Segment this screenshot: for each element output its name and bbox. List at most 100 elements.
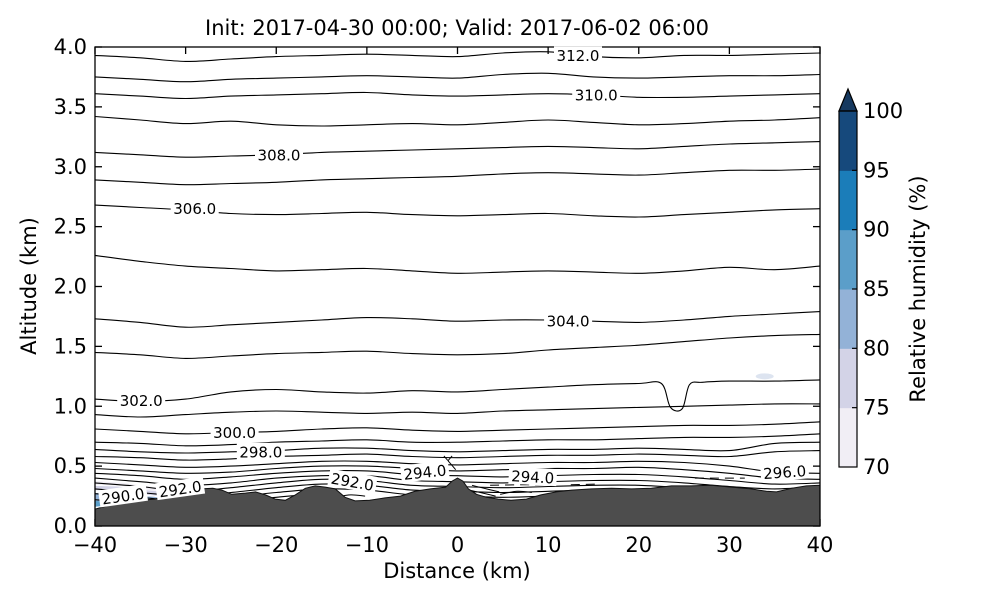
contour-label-mask — [236, 442, 285, 460]
contour-label: 308.0 — [255, 145, 303, 164]
contour-label-text: 312.0 — [557, 47, 600, 65]
contour-fragment — [471, 484, 500, 493]
x-tick-label: 20 — [625, 533, 652, 557]
contour-label: 312.0 — [554, 46, 602, 65]
x-tick-label: −10 — [345, 533, 389, 557]
y-axis-label: Altitude (km) — [17, 217, 41, 355]
contour-line-301 — [95, 403, 820, 418]
y-tick-label: 2.0 — [54, 275, 87, 299]
y-tick-label: 1.5 — [54, 334, 87, 358]
y-tick-label: 2.5 — [54, 215, 87, 239]
contour-label: 294.0 — [508, 466, 558, 488]
contour-label: 300.0 — [210, 423, 259, 442]
x-tick-label: −20 — [254, 533, 298, 557]
contour-label: 310.0 — [572, 85, 621, 104]
y-tick-label: 0.5 — [54, 454, 87, 478]
colorbar-tick-label: 75 — [863, 396, 890, 420]
x-tick-label: 30 — [716, 533, 743, 557]
contour-label-mask — [210, 423, 259, 441]
y-tick-label: 3.0 — [54, 155, 87, 179]
x-axis-label: Distance (km) — [383, 559, 531, 583]
contour-label-mask — [170, 199, 219, 217]
contour-line-305 — [95, 254, 820, 274]
contour-fragment — [443, 455, 457, 471]
contour-label-mask — [760, 461, 810, 482]
contour-line-307 — [95, 168, 820, 186]
contour-line-304 — [95, 311, 820, 328]
contour-fragment — [500, 490, 532, 495]
contour-label-text: 290.0 — [101, 485, 146, 509]
plot-frame — [94, 46, 821, 527]
x-tick-label: −30 — [163, 533, 207, 557]
colorbar-tick-label: 85 — [863, 277, 890, 301]
terrain — [95, 477, 820, 526]
x-tick-label: 10 — [535, 533, 562, 557]
contour-label-text: 296.0 — [763, 462, 807, 483]
contour-line-308 — [95, 141, 820, 158]
contour-line-309 — [95, 115, 820, 127]
contour-line-297 — [95, 450, 820, 461]
contour-label: 302.0 — [117, 391, 166, 410]
contour-label-text: 294.0 — [511, 467, 555, 487]
contour-label-text: 300.0 — [213, 424, 256, 442]
colorbar-tick-label: 80 — [863, 336, 890, 360]
contour-fragment — [570, 483, 599, 486]
y-tick-label: 4.0 — [54, 35, 87, 59]
contour-label: 298.0 — [236, 442, 285, 461]
contour-line-296 — [95, 460, 820, 474]
colorbar-segment — [839, 407, 857, 468]
contour-line-299 — [95, 433, 820, 447]
contour-label: 306.0 — [170, 199, 219, 218]
contour-label-text: 294.0 — [403, 461, 448, 483]
contour-label-mask — [572, 85, 621, 103]
contour-label-text: 306.0 — [173, 200, 216, 218]
contour-line-303 — [95, 333, 820, 359]
tick-labels: −40 −30 −20 −10 0 10 20 30 40 0.0 0.5 1.0 1.5 2.0 2.5 3… — [54, 35, 834, 557]
chart-title: Init: 2017-04-30 00:00; Valid: 2017-06-0… — [205, 16, 709, 40]
contour-label-mask — [255, 145, 303, 163]
humidity-spot — [755, 373, 774, 380]
contour-label-mask — [327, 468, 378, 494]
contour-label-text: 308.0 — [258, 146, 301, 164]
colorbar-segment — [839, 289, 857, 349]
contour-label-text: 310.0 — [575, 86, 618, 104]
contour-label-text: 298.0 — [239, 443, 282, 461]
colorbar-segment — [839, 348, 857, 409]
colorbar-segment — [839, 170, 857, 231]
contour-label: 292.0 — [155, 476, 206, 501]
colorbar-tick-label: 95 — [863, 158, 890, 182]
contour-label: 296.0 — [760, 461, 810, 483]
contour-line-311 — [95, 72, 820, 83]
contour-label: 290.0 — [98, 483, 148, 509]
x-tick-label: 0 — [451, 533, 464, 557]
colorbar-segment — [839, 111, 857, 171]
terrain-profile — [95, 477, 820, 526]
colorbar-label: Relative humidity (%) — [906, 175, 930, 402]
contour-fragment — [469, 489, 496, 497]
contour-label-mask — [508, 466, 558, 487]
x-tick-label: −40 — [73, 533, 117, 557]
y-tick-label: 3.5 — [54, 95, 87, 119]
contour-label-mask — [554, 46, 602, 64]
contour-label-mask — [400, 460, 450, 483]
contour-line-310 — [95, 91, 820, 100]
contour-label-text: 304.0 — [547, 313, 590, 331]
contour-label: 304.0 — [544, 312, 593, 331]
colorbar: 70 75 80 85 90 95 100 — [838, 87, 903, 479]
colorbar-tick-label: 90 — [863, 218, 890, 242]
contour-label: 294.0 — [400, 460, 450, 484]
contour-label-text: 292.0 — [158, 477, 203, 501]
contour-label-mask — [117, 391, 166, 409]
contour-line-312 — [95, 51, 820, 62]
contour-label-mask — [544, 312, 593, 330]
contour-line-295 — [95, 465, 820, 480]
colorbar-segment — [839, 229, 857, 290]
x-tick-label: 40 — [807, 533, 834, 557]
colorbar-tick-label: 100 — [863, 99, 903, 123]
contour-line-302 — [95, 379, 820, 412]
contour-label-mask — [98, 483, 148, 508]
y-tick-label: 0.0 — [54, 514, 87, 538]
contour-label-mask — [155, 476, 206, 501]
